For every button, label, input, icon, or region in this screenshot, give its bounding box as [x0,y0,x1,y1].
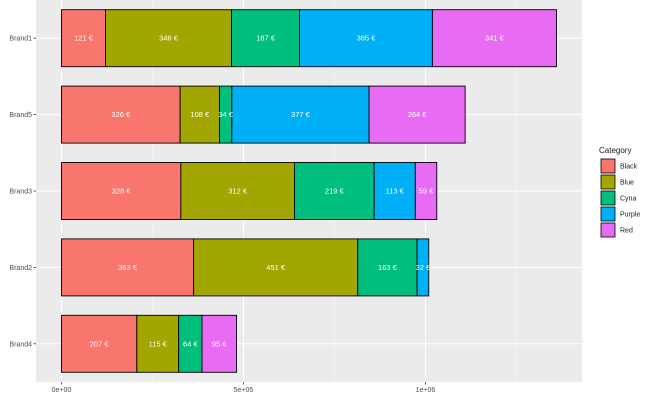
legend: Category Black Blue Cyna Purple Red [599,146,640,238]
bar-labels: 121 € 346 € 187 € 365 € 341 € 326 € 108 € 34 € 3… [74,34,505,349]
y-tick-label: Brand3 [9,189,32,196]
bar-segment-purple [231,85,370,144]
bar-segment-red [368,85,466,144]
bar-value-label: 264 € [408,110,428,119]
bar-value-label: 363 € [118,263,138,272]
bar-value-label: 365 € [357,34,377,43]
y-tick-label: Brand5 [9,112,32,119]
bar-segment-black [61,314,138,373]
legend-key-black [600,158,616,174]
bar-segment-cyna [231,9,300,68]
bar-segment-purple [416,238,430,297]
legend-label: Red [620,228,633,235]
bar-value-label: 451 € [266,263,286,272]
bar-value-label: 108 € [190,110,210,119]
bar-value-label: 328 € [112,187,132,196]
bar-value-label: 312 € [228,187,248,196]
bar-segment-red [414,162,438,220]
legend-key-purple [600,206,616,222]
bar-segment-black [61,85,181,144]
legend-label: Cyna [620,196,636,203]
y-tick-label: Brand2 [9,265,32,272]
legend-key-blue [600,174,616,190]
bar-segment-black [61,162,182,220]
bar-value-label: 59 € [419,187,434,196]
bar-value-label: 34 € [218,110,233,119]
y-tick-label: Brand1 [9,36,32,43]
bars [61,9,557,373]
legend-title: Category [599,146,631,155]
y-axis: Brand1 Brand5 Brand3 Brand2 Brand4 [9,36,36,348]
y-tick-label: Brand4 [9,341,32,348]
x-tick-label: 0e+00 [52,387,72,394]
bar-value-label: 377 € [291,110,311,119]
bar-segment-blue [193,238,359,297]
bar-value-label: 207 € [90,339,110,348]
bar-value-label: 95 € [212,339,227,348]
bar-value-label: 64 € [183,339,198,348]
legend-key-cyna [600,190,616,206]
bar-value-label: 121 € [74,34,94,43]
bar-segment-blue [180,162,295,220]
bar-value-label: 326 € [111,110,131,119]
legend-label: Black [620,164,638,171]
bar-value-label: 219 € [325,187,345,196]
bar-segment-blue [179,85,220,144]
bar-value-label: 113 € [386,187,405,196]
bar-value-label: 115 € [149,339,168,348]
bar-segment-cyna [357,238,418,297]
bar-value-label: 163 € [378,263,398,272]
legend-key-red [600,222,616,238]
bar-segment-red [431,9,557,68]
bar-segment-red [201,314,238,373]
legend-label: Purple [620,212,640,219]
bar-segment-black [61,238,195,297]
bar-value-label: 187 € [256,34,276,43]
x-axis: 0e+00 5e+05 1e+06 [52,382,436,394]
legend-label: Blue [620,180,634,187]
x-tick-label: 5e+05 [234,387,254,394]
bar-value-label: 346 € [159,34,179,43]
x-tick-label: 1e+06 [416,387,436,394]
bar-segment-blue [136,314,180,373]
bar-value-label: 341 € [485,34,505,43]
bar-value-label: 32 € [416,263,431,272]
